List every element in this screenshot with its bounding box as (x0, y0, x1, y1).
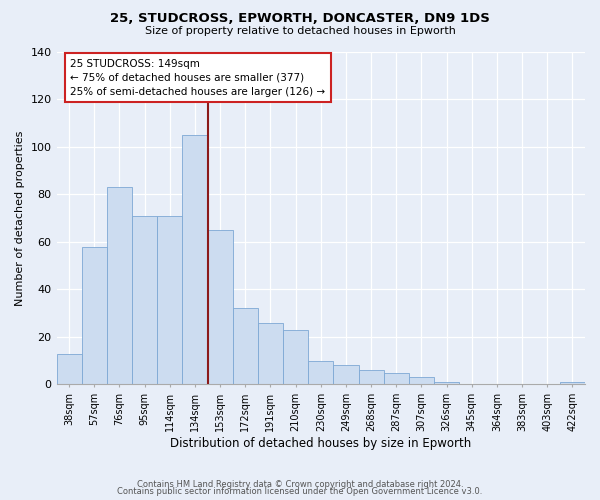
Bar (334, 366, 359, 384)
Bar (308, 360, 334, 384)
Text: Size of property relative to detached houses in Epworth: Size of property relative to detached ho… (145, 26, 455, 36)
Bar (107, 187, 132, 384)
Y-axis label: Number of detached properties: Number of detached properties (15, 130, 25, 306)
Text: 25, STUDCROSS, EPWORTH, DONCASTER, DN9 1DS: 25, STUDCROSS, EPWORTH, DONCASTER, DN9 1… (110, 12, 490, 26)
Bar (233, 308, 258, 384)
X-axis label: Distribution of detached houses by size in Epworth: Distribution of detached houses by size … (170, 437, 472, 450)
Bar (283, 330, 308, 384)
Bar (560, 382, 585, 384)
Text: Contains HM Land Registry data © Crown copyright and database right 2024.: Contains HM Land Registry data © Crown c… (137, 480, 463, 489)
Bar (409, 378, 434, 384)
Bar (383, 372, 409, 384)
Bar (434, 382, 459, 384)
Bar (258, 322, 283, 384)
Bar (82, 246, 107, 384)
Text: 25 STUDCROSS: 149sqm
← 75% of detached houses are smaller (377)
25% of semi-deta: 25 STUDCROSS: 149sqm ← 75% of detached h… (70, 58, 326, 96)
Bar (359, 370, 383, 384)
Bar (208, 230, 233, 384)
Bar (157, 216, 182, 384)
Bar (182, 134, 208, 384)
Bar (56, 354, 82, 384)
Bar (132, 216, 157, 384)
Text: Contains public sector information licensed under the Open Government Licence v3: Contains public sector information licen… (118, 488, 482, 496)
